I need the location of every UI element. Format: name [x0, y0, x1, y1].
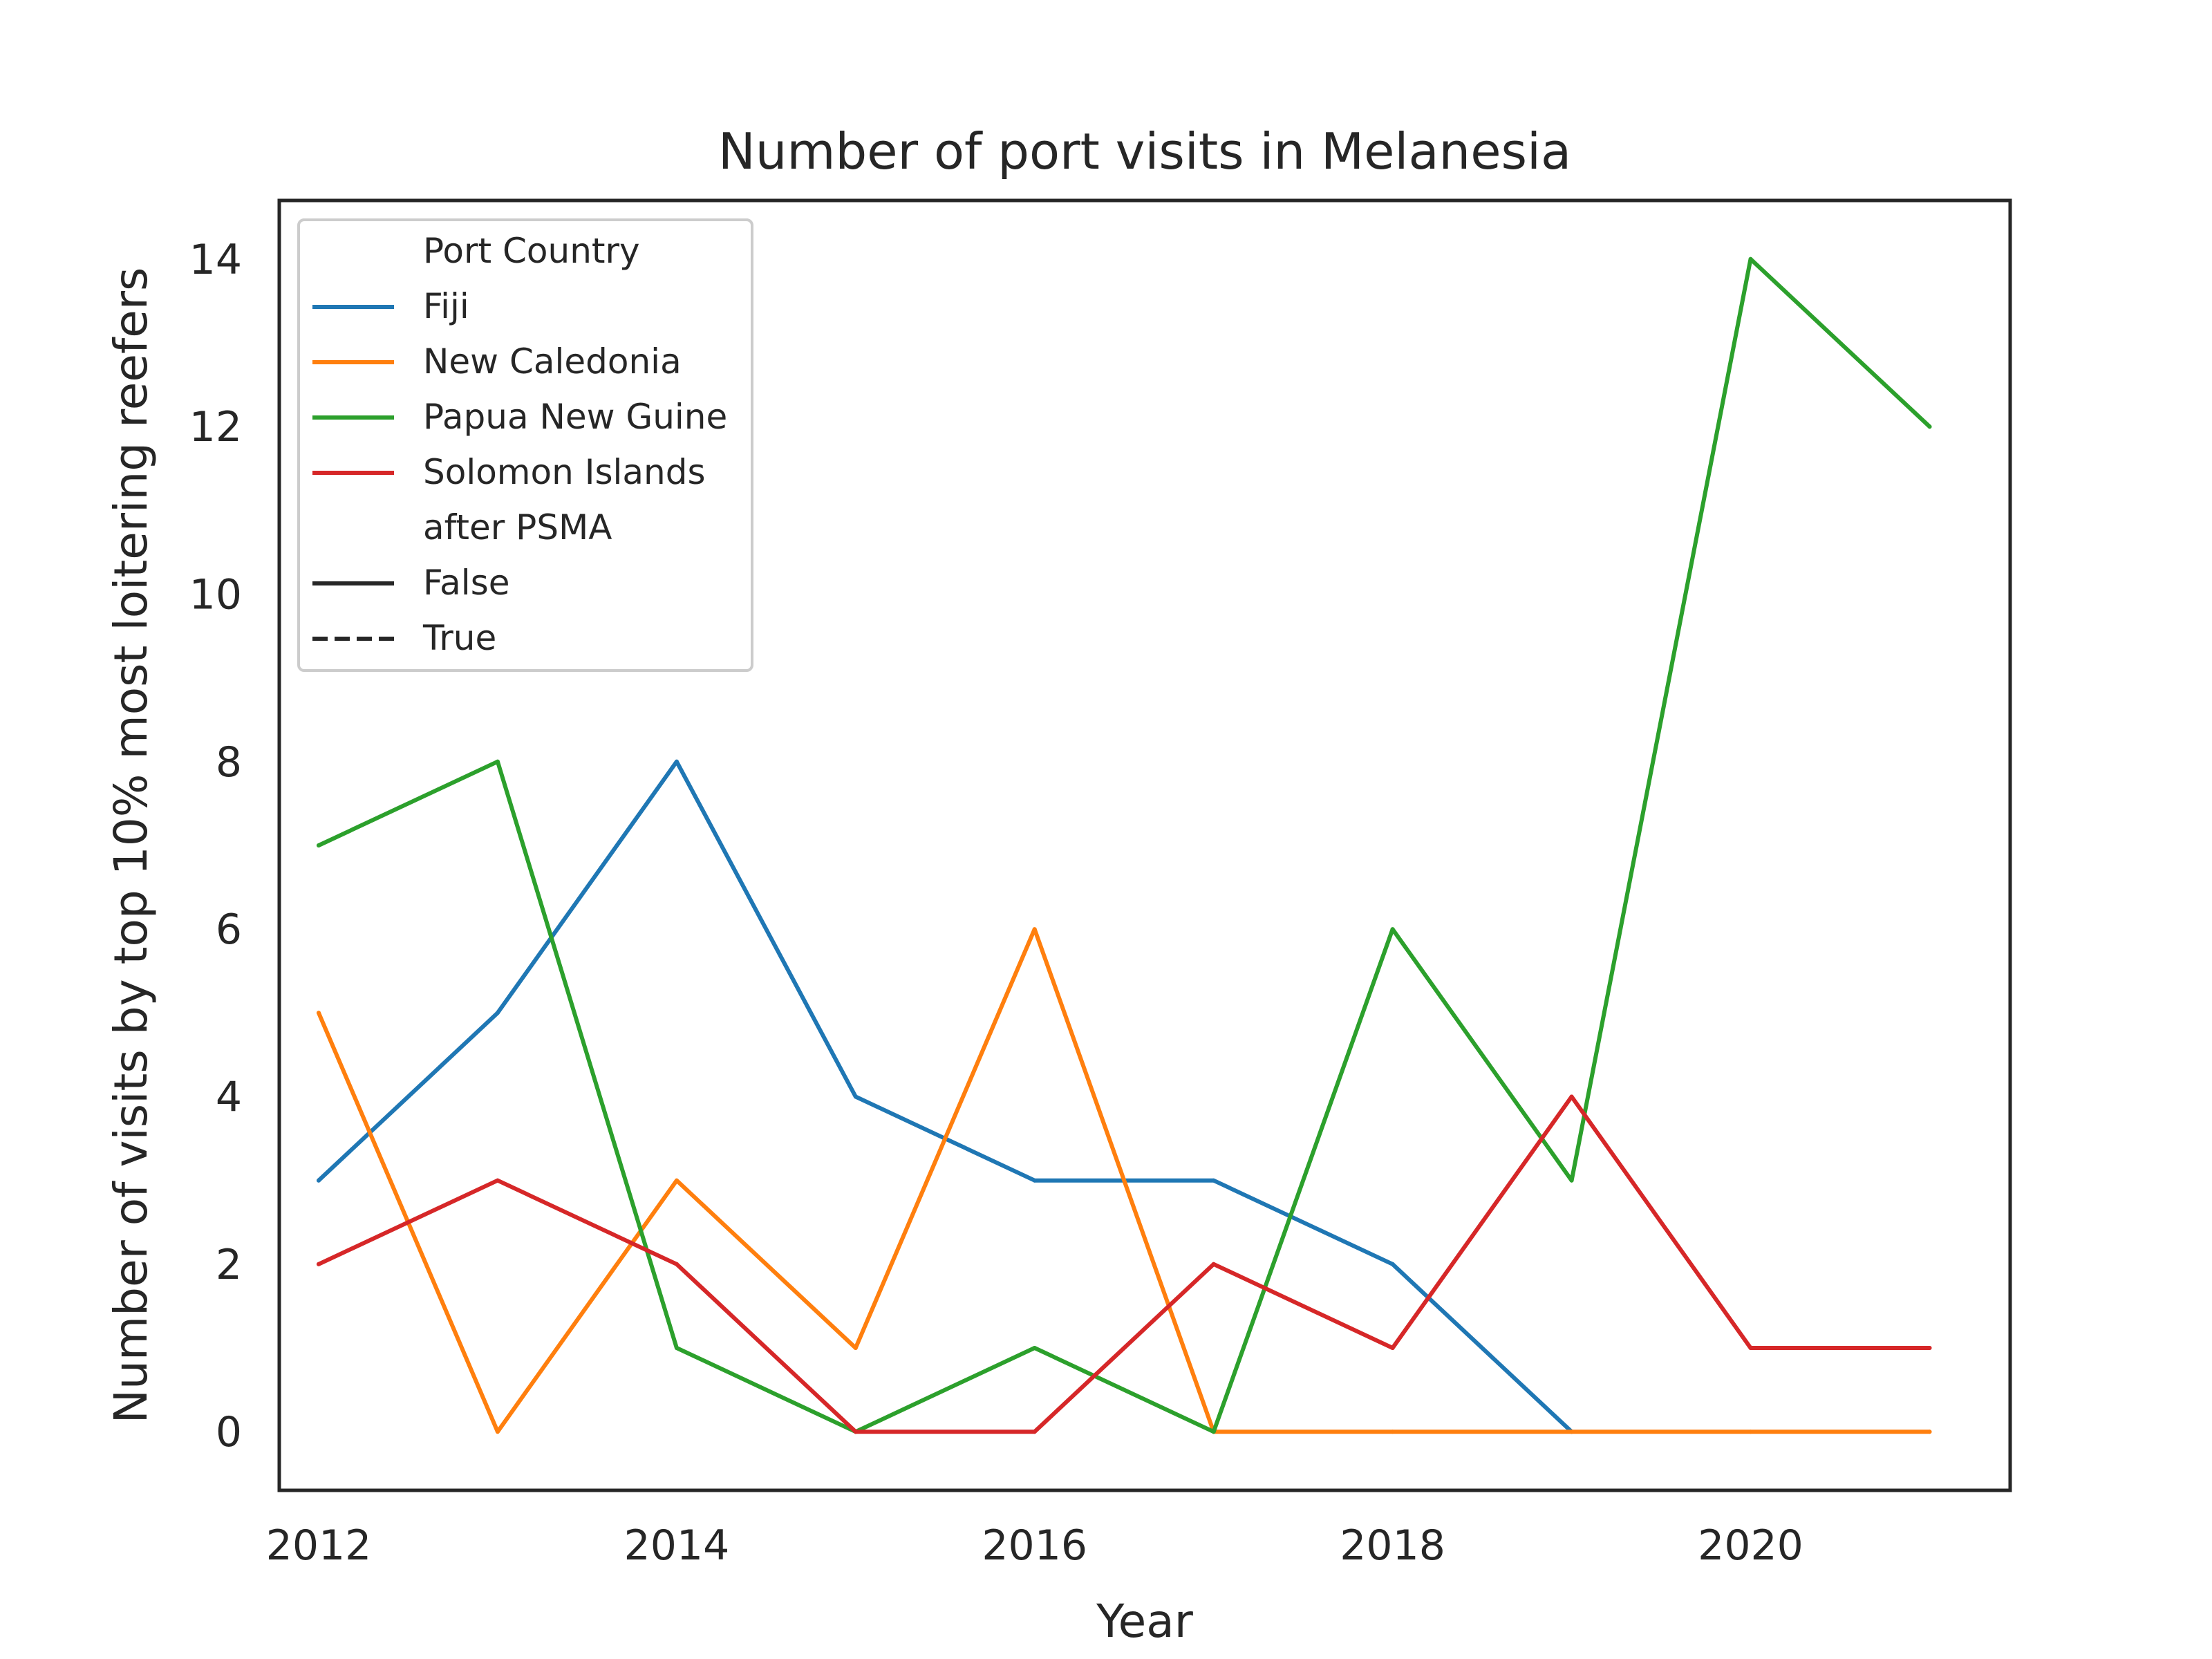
legend-box: [297, 218, 753, 672]
data-point-papua-new-guine-2017: [1211, 1430, 1216, 1434]
data-point-papua-new-guine-2013: [495, 759, 500, 764]
chart-title: Number of port visits in Melanesia: [718, 122, 1571, 180]
x-axis-label: Year: [1096, 1595, 1194, 1648]
legend: Port Country Fiji New Caledonia Papua Ne…: [297, 218, 753, 672]
data-point-solomon-islands-2021: [1927, 1346, 1932, 1350]
x-tick-label-2018: 2018: [1340, 1521, 1445, 1570]
y-tick-label-10: 10: [189, 571, 242, 619]
data-point-solomon-islands-2017: [1211, 1262, 1216, 1266]
x-tick-label-2014: 2014: [624, 1521, 730, 1570]
y-tick-label-12: 12: [189, 403, 242, 451]
data-point-new-caledonia-2013: [495, 1430, 500, 1434]
legend-entry-false: False: [423, 563, 510, 603]
y-axis-label: Number of visits by top 10% most loiteri…: [104, 268, 158, 1424]
data-point-papua-new-guine-2019: [1569, 1178, 1574, 1183]
data-point-new-caledonia-2015: [853, 1346, 858, 1350]
data-point-fiji-2015: [853, 1094, 858, 1099]
x-tick-label-2020: 2020: [1698, 1521, 1803, 1570]
data-point-solomon-islands-2015: [853, 1430, 858, 1434]
data-point-fiji-2018: [1390, 1262, 1395, 1266]
data-point-solomon-islands-2019: [1569, 1094, 1574, 1099]
data-point-solomon-islands-2016: [1032, 1430, 1037, 1434]
data-point-new-caledonia-2019: [1569, 1430, 1574, 1434]
y-tick-label-4: 4: [216, 1074, 242, 1122]
legend-style-title: after PSMA: [423, 507, 612, 547]
data-point-papua-new-guine-2021: [1927, 424, 1932, 429]
data-point-new-caledonia-2020: [1748, 1430, 1753, 1434]
series-line-fiji: [317, 759, 1574, 1434]
x-tick-label-2016: 2016: [982, 1521, 1087, 1570]
y-tick-label-2: 2: [216, 1241, 242, 1289]
ticks-layer: 2012 2014 2016 2018 2020 0 2 4 6 8 10 12 14: [189, 236, 1803, 1570]
legend-entry-fiji: Fiji: [423, 286, 469, 326]
data-point-papua-new-guine-2012: [317, 843, 321, 847]
data-point-solomon-islands-2014: [674, 1262, 679, 1266]
data-point-fiji-2016: [1032, 1178, 1037, 1183]
legend-hue-title: Port Country: [423, 231, 640, 271]
data-point-fiji-2012: [317, 1178, 321, 1183]
data-point-new-caledonia-2012: [317, 1011, 321, 1015]
data-point-papua-new-guine-2018: [1390, 927, 1395, 932]
data-point-new-caledonia-2018: [1390, 1430, 1395, 1434]
series-line-solomon-islands: [317, 1094, 1932, 1434]
series-layer: [317, 256, 1932, 1434]
legend-entry-true: True: [422, 618, 496, 658]
x-tick-label-2012: 2012: [266, 1521, 372, 1570]
series-line-papua-new-guine: [317, 256, 1932, 1434]
y-tick-label-14: 14: [189, 236, 242, 284]
plot-frame: [277, 198, 2012, 1492]
data-point-new-caledonia-2014: [674, 1178, 679, 1183]
y-tick-label-6: 6: [216, 906, 242, 954]
legend-entry-new-caledonia: New Caledonia: [423, 341, 682, 382]
data-point-fiji-2014: [674, 759, 679, 764]
data-point-new-caledonia-2016: [1032, 927, 1037, 932]
legend-entry-solomon-islands: Solomon Islands: [423, 452, 706, 492]
data-point-fiji-2017: [1211, 1178, 1216, 1183]
data-point-papua-new-guine-2014: [674, 1346, 679, 1350]
y-tick-label-8: 8: [216, 738, 242, 787]
legend-entry-papua-new-guine: Papua New Guine: [423, 397, 727, 437]
data-point-papua-new-guine-2016: [1032, 1346, 1037, 1350]
data-point-solomon-islands-2013: [495, 1178, 500, 1183]
data-point-solomon-islands-2018: [1390, 1346, 1395, 1350]
data-point-solomon-islands-2012: [317, 1262, 321, 1266]
data-point-solomon-islands-2020: [1748, 1346, 1753, 1350]
y-tick-label-0: 0: [216, 1408, 242, 1456]
series-line-new-caledonia: [317, 927, 1932, 1434]
data-point-fiji-2013: [495, 1011, 500, 1015]
data-point-papua-new-guine-2020: [1748, 256, 1753, 261]
data-point-new-caledonia-2021: [1927, 1430, 1932, 1434]
